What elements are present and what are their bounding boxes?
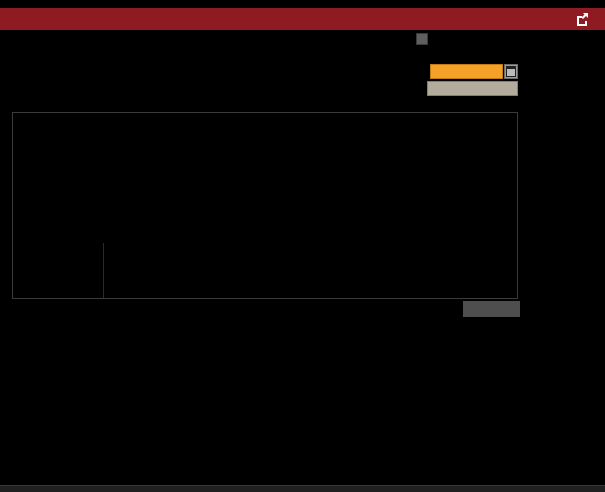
calendar-icon bbox=[506, 66, 516, 77]
table-empty-area bbox=[13, 243, 104, 298]
export-icon[interactable] bbox=[575, 12, 589, 26]
chart bbox=[0, 318, 605, 486]
enable-overrides-row bbox=[416, 33, 434, 45]
titlebar bbox=[0, 8, 605, 30]
meetings-table bbox=[12, 112, 518, 299]
pricing-date-input[interactable] bbox=[430, 64, 503, 79]
calendar-button[interactable] bbox=[504, 64, 518, 79]
maximize-button[interactable] bbox=[463, 301, 520, 317]
cur-imp-rate-input[interactable] bbox=[427, 81, 518, 96]
enable-overrides-checkbox[interactable] bbox=[416, 33, 428, 45]
status-strip bbox=[0, 485, 605, 492]
